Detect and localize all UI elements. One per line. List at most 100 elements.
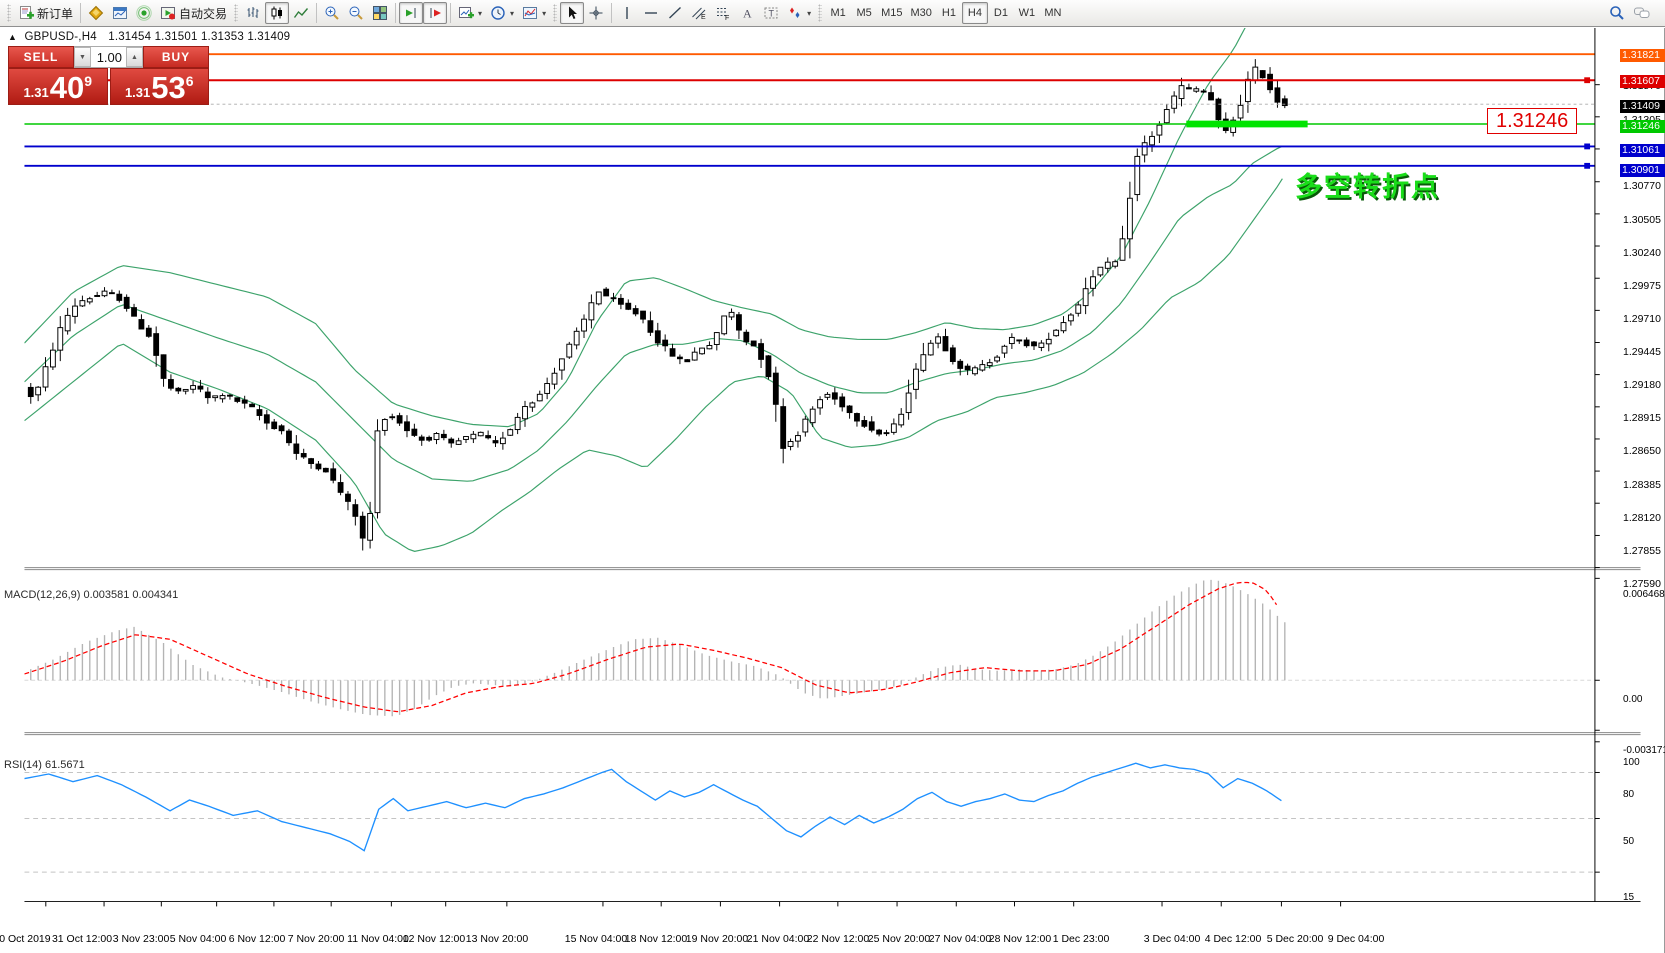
volume-decrease-button[interactable]: ▼ (74, 47, 91, 67)
timeframe-button-W1[interactable]: W1 (1018, 7, 1036, 19)
svg-text:T: T (769, 9, 775, 19)
volume-field[interactable]: 1.00 (96, 49, 122, 65)
indicators-button[interactable]: ▾ (518, 2, 550, 24)
bid-prefix: 1.31 (23, 85, 49, 100)
symbol-label: GBPUSD-,H4 (24, 31, 97, 43)
volume-increase-button[interactable]: ▲ (126, 47, 143, 67)
metaeditor-button[interactable] (84, 2, 108, 24)
chart-frame (24, 28, 1641, 907)
new-order-icon (18, 5, 34, 21)
trendline-icon (667, 5, 683, 21)
rsi-window (24, 762, 1595, 873)
macd-signal-line (24, 581, 1278, 713)
bollinger-lower-line (24, 178, 1283, 552)
ohlc-values: 1.31454 1.31501 1.31353 1.31409 (108, 31, 291, 43)
ask-prefix: 1.31 (124, 85, 151, 100)
autotrading-button[interactable]: 自动交易 (156, 2, 231, 24)
candles (27, 59, 1288, 551)
autotrading-label: 自动交易 (179, 6, 228, 21)
text-label-button[interactable]: T (759, 2, 783, 24)
auto-scroll-button[interactable] (399, 2, 424, 24)
toolbar-separator (80, 3, 82, 23)
timeframe-button-M15[interactable]: M15 (881, 7, 903, 19)
new-order-label: 新订单 (37, 6, 74, 21)
charts-window-button[interactable] (108, 2, 132, 24)
timeframe-group: M1 M5 M15 M30 H1 H4 D1 W1 MN (825, 2, 1066, 24)
volume-stepper: ▼ 1.00 ▲ (74, 46, 143, 68)
ask-price-box[interactable]: 1.31 53 6 (109, 68, 209, 105)
chart-canvas[interactable] (0, 28, 1665, 953)
trendline-button[interactable] (663, 2, 687, 24)
toolbar-separator (450, 3, 452, 23)
zoom-in-icon (324, 5, 340, 21)
signals-button[interactable] (132, 2, 156, 24)
chart-svg (24, 28, 1641, 907)
timeframe-button-H1[interactable]: H1 (941, 7, 956, 19)
zoom-in-button[interactable] (320, 2, 344, 24)
toolbar-drag-handle[interactable] (234, 4, 239, 22)
bid-big-digits: 40 (49, 70, 85, 105)
bar-chart-button[interactable] (241, 2, 265, 24)
search-icon (1609, 5, 1625, 21)
macd-window (24, 579, 1595, 717)
price-callout-box[interactable]: 1.31246 (1487, 108, 1578, 134)
chat-icon (1633, 5, 1651, 21)
periods-dropdown[interactable]: ▾ (510, 8, 515, 18)
timeframe-button-M5[interactable]: M5 (856, 7, 872, 19)
chinese-note[interactable]: 多空转折点 (1295, 172, 1440, 202)
crosshair-icon (588, 5, 604, 21)
toolbar-drag-handle[interactable] (7, 4, 11, 22)
candlestick-chart-button[interactable] (265, 2, 290, 24)
ask-big-digits: 53 (151, 70, 186, 105)
equidistant-channel-button[interactable]: E (687, 2, 711, 24)
cursor-button[interactable] (560, 2, 585, 24)
new-chart-dropdown[interactable]: ▾ (478, 8, 483, 18)
crosshair-button[interactable] (584, 2, 608, 24)
new-order-button[interactable]: 新订单 (14, 2, 77, 24)
zoom-out-button[interactable] (344, 2, 368, 24)
new-chart-button[interactable]: ▾ (454, 2, 486, 24)
arrow-tools-icon (787, 5, 803, 21)
toolbar-separator (611, 3, 613, 23)
tile-windows-button[interactable] (368, 2, 392, 24)
clock-icon (490, 5, 506, 21)
search-button[interactable] (1605, 2, 1629, 24)
vertical-line-button[interactable] (615, 2, 639, 24)
signals-icon (136, 5, 152, 21)
sell-button[interactable]: SELL (8, 46, 74, 68)
timeframe-button-M1[interactable]: M1 (830, 7, 846, 19)
timeframe-button-M30[interactable]: M30 (910, 7, 932, 19)
bollinger-upper-line (24, 28, 1246, 428)
tile-windows-icon (372, 5, 388, 21)
chart-shift-button[interactable] (423, 2, 448, 24)
horizontal-line-icon (643, 5, 659, 21)
bid-pipette: 9 (84, 73, 93, 89)
bid-price-box[interactable]: 1.31 40 9 (8, 68, 108, 105)
chat-button[interactable] (1629, 2, 1655, 24)
timeframe-button-H4[interactable]: H4 (961, 2, 988, 24)
toolbar-drag-handle[interactable] (553, 4, 558, 22)
new-chart-icon (458, 5, 475, 21)
macd-label: MACD(12,26,9) 0.003581 0.004341 (4, 589, 179, 601)
text-icon: A (739, 5, 755, 21)
timeframe-button-MN[interactable]: MN (1044, 7, 1062, 19)
buy-button[interactable]: BUY (143, 46, 209, 68)
indicators-icon (522, 5, 538, 21)
line-chart-button[interactable] (289, 2, 313, 24)
auto-scroll-icon (403, 5, 419, 21)
collapse-arrow-icon[interactable]: ▲ (8, 32, 18, 42)
periods-button[interactable]: ▾ (486, 2, 518, 24)
text-button[interactable]: A (735, 2, 759, 24)
toolbar-drag-handle[interactable] (818, 4, 823, 22)
arrow-tools-button[interactable]: ▾ (783, 2, 815, 24)
cursor-icon (564, 5, 580, 21)
svg-text:A: A (743, 7, 752, 21)
vertical-line-icon (619, 5, 635, 21)
bollinger-bands (24, 28, 1283, 552)
indicators-dropdown[interactable]: ▾ (542, 8, 547, 18)
arrow-tools-dropdown[interactable]: ▾ (807, 8, 812, 18)
timeframe-button-D1[interactable]: D1 (993, 7, 1008, 19)
rsi-line (24, 762, 1282, 852)
fibonacci-button[interactable]: F (711, 2, 735, 24)
horizontal-line-button[interactable] (639, 2, 663, 24)
